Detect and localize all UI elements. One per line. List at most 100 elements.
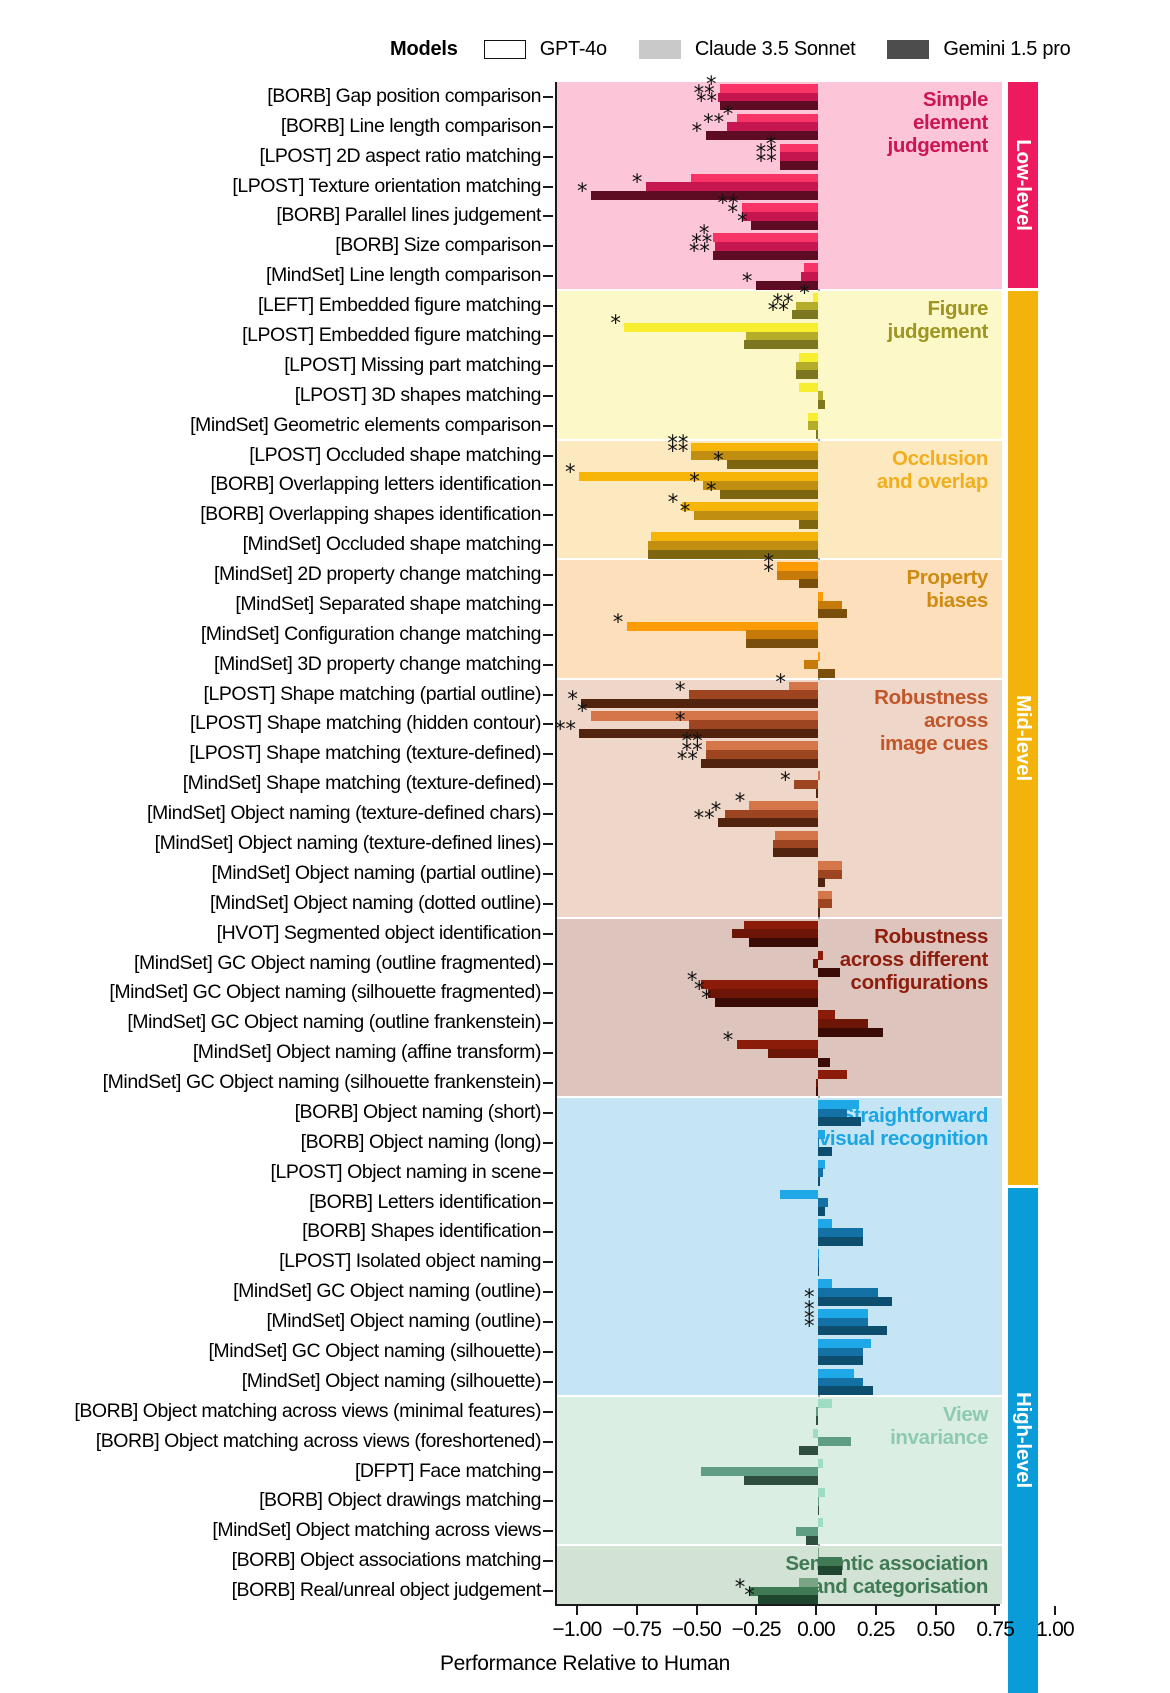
bar [818, 890, 833, 900]
level-strip-label: Low-level [1012, 139, 1035, 231]
bar [748, 1586, 818, 1596]
bar [691, 173, 818, 183]
legend-item-0: GPT-4o [483, 37, 607, 61]
bar [691, 451, 818, 461]
legend-item-1: Claude 3.5 Sonnet [638, 38, 856, 61]
y-axis-label: [DFPT] Face matching [354, 1459, 542, 1482]
bar [818, 1398, 833, 1408]
bar [818, 651, 821, 661]
y-axis-tick [543, 155, 553, 158]
group-caption: Straightforward visual recognition [818, 1104, 988, 1151]
bar [818, 669, 835, 679]
y-axis-tick [543, 125, 553, 128]
bar [705, 131, 818, 141]
y-axis-label: [LPOST] Shape matching (texture-defined) [189, 742, 541, 765]
y-axis-label: [MindSet] GC Object naming (outline) [233, 1280, 541, 1303]
x-axis-tick-label: −1.00 [552, 1618, 602, 1641]
significance-star: * [679, 498, 691, 523]
bar [579, 728, 818, 738]
bar [818, 1258, 820, 1268]
bar [688, 720, 818, 730]
bar [818, 899, 833, 909]
significance-star: * [710, 797, 722, 822]
bar [791, 310, 818, 320]
bar [818, 1236, 864, 1246]
y-axis-label: [LPOST] Embedded figure matching [242, 324, 541, 346]
y-axis-tick [543, 633, 553, 636]
bar [803, 263, 818, 273]
significance-star: * [775, 669, 786, 694]
bar [648, 540, 818, 550]
y-axis-label: [MindSet] 3D property change matching [214, 652, 541, 675]
bar [688, 690, 818, 700]
y-axis-label: [MindSet] Configuration change matching [200, 622, 542, 645]
bar [818, 1368, 854, 1378]
bar [743, 920, 818, 930]
y-axis-label: [MindSet] Shape matching (texture-define… [182, 772, 542, 795]
bar [700, 980, 818, 990]
significance-star: * [763, 550, 774, 575]
bar [741, 203, 818, 213]
bar [818, 1027, 883, 1037]
y-axis-label: [BORB] Parallel lines judgement [276, 204, 541, 227]
bar [818, 1548, 820, 1558]
y-axis-tick [543, 932, 553, 935]
significance-star: * [734, 1574, 746, 1599]
y-axis-tick [543, 305, 553, 308]
significance-star: * [804, 1297, 815, 1322]
bar [818, 1138, 820, 1148]
significance-star: * [741, 268, 753, 293]
bar [755, 280, 818, 290]
bar [700, 758, 818, 768]
bar [712, 250, 818, 260]
y-axis-tick [543, 813, 553, 816]
bar [715, 242, 818, 252]
bar [774, 831, 818, 841]
bar [648, 549, 818, 559]
bar [720, 83, 818, 93]
bar [712, 233, 818, 243]
bar [818, 1556, 842, 1566]
bar [650, 532, 818, 542]
bar [717, 818, 818, 828]
group-caption: Simple element judgement [887, 88, 989, 158]
bar [720, 101, 818, 111]
level-strip-low-level: Low-level [1008, 82, 1038, 289]
y-axis-tick [543, 1082, 553, 1085]
bar [818, 391, 823, 401]
bar [818, 950, 823, 960]
bar [818, 1296, 893, 1306]
bar [813, 959, 818, 969]
bar [818, 1458, 823, 1468]
y-axis-label: [BORB] Object matching across views (for… [95, 1429, 542, 1452]
bar [818, 591, 823, 601]
level-strip-mid-level: Mid-level [1008, 291, 1038, 1185]
bar [818, 1326, 888, 1336]
bar [818, 878, 826, 888]
bar [767, 1048, 818, 1058]
bar [779, 143, 818, 153]
bar [818, 1249, 820, 1259]
y-axis-label: [BORB] Shapes identification [302, 1220, 541, 1243]
bar [818, 1309, 869, 1319]
bar [815, 429, 818, 440]
bar [803, 660, 818, 670]
bar [705, 741, 818, 751]
x-axis-tick [695, 1606, 698, 1615]
x-axis-tick-label: 0.50 [916, 1618, 955, 1641]
bar [818, 1565, 842, 1575]
bar [818, 1168, 823, 1178]
bar [818, 609, 847, 619]
significance-star: * [722, 1028, 734, 1053]
bar [741, 212, 818, 222]
legend-label: GPT-4o [539, 37, 607, 60]
y-axis-tick [543, 962, 553, 965]
bar [645, 182, 818, 192]
bar [818, 1129, 826, 1139]
x-axis-title: Performance Relative to Human [439, 1652, 731, 1675]
bar [772, 848, 818, 858]
y-axis-tick [543, 1022, 553, 1025]
bar [818, 860, 842, 870]
significance-star: * [713, 447, 724, 472]
y-axis-tick [543, 872, 553, 875]
